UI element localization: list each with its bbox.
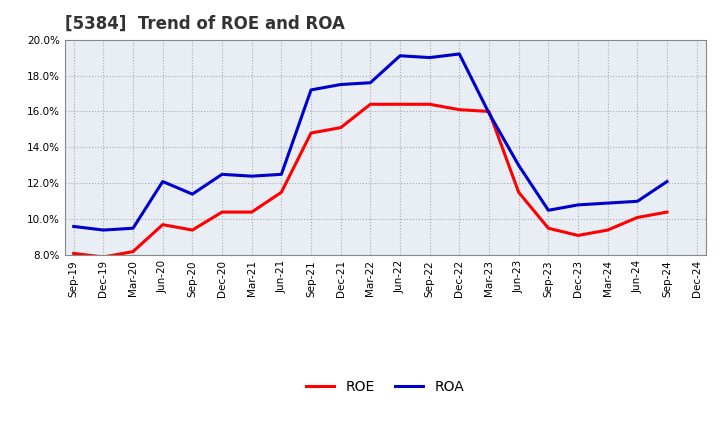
ROA [455,51,464,57]
ROA [396,53,405,59]
ROA [336,82,345,87]
ROE [514,190,523,195]
ROE [455,107,464,112]
ROE [544,226,553,231]
ROE [188,227,197,233]
ROE [426,102,434,107]
ROE [158,222,167,227]
ROA [99,227,108,233]
ROE [248,209,256,215]
ROE [366,102,374,107]
ROA [574,202,582,208]
ROA [129,226,138,231]
ROA [662,179,671,184]
Legend: ROE, ROA: ROE, ROA [301,374,469,400]
ROE [662,209,671,215]
ROA [366,80,374,85]
Text: [5384]  Trend of ROE and ROA: [5384] Trend of ROE and ROA [65,15,345,33]
ROE [633,215,642,220]
ROA [277,172,286,177]
ROA [188,191,197,197]
Line: ROE: ROE [73,104,667,257]
ROE [69,251,78,256]
ROA [69,224,78,229]
ROE [603,227,612,233]
ROA [426,55,434,60]
ROE [396,102,405,107]
ROA [307,87,315,92]
ROA [633,199,642,204]
ROA [485,110,493,116]
ROA [603,201,612,206]
ROE [277,190,286,195]
Line: ROA: ROA [73,54,667,230]
ROA [248,173,256,179]
ROE [129,249,138,254]
ROA [544,208,553,213]
ROE [336,125,345,130]
ROE [217,209,226,215]
ROE [307,130,315,136]
ROA [217,172,226,177]
ROE [99,254,108,260]
ROE [574,233,582,238]
ROA [514,163,523,168]
ROA [158,179,167,184]
ROE [485,109,493,114]
